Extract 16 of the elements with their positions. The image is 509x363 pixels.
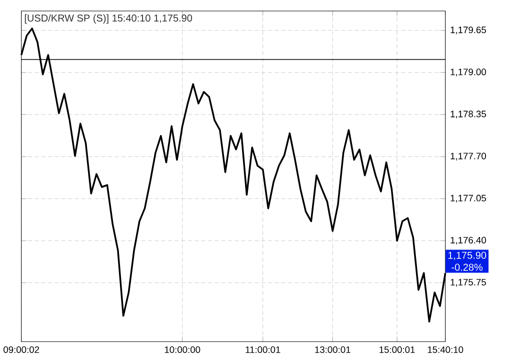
y-tick-label: 1,179.00 <box>450 68 486 76</box>
x-tick-label: 15:40:10 <box>428 346 464 353</box>
x-tick-label: 11:00:01 <box>246 346 280 353</box>
y-tick-label: 1,176.40 <box>450 236 486 245</box>
x-tick-label: 15:00:01 <box>380 346 415 353</box>
y-tick-label: 1,178.35 <box>450 110 486 118</box>
y-tick-label: 1,175.75 <box>450 278 486 287</box>
x-tick-label: 10:00:00 <box>164 346 200 353</box>
text: -0.28% <box>452 264 483 271</box>
x-tick-label: 13:00:01 <box>315 346 350 353</box>
chart-title: [USD/KRW SP (S)] 15:40:10 1,175.90 <box>24 14 192 24</box>
y-tick-label: 1,179.65 <box>450 26 486 34</box>
y-tick-label: 1,177.70 <box>450 152 486 160</box>
y-tick-label: 1,177.05 <box>450 194 486 202</box>
x-tick-label: 09:00:02 <box>4 346 40 353</box>
text: 1,175.90 <box>448 252 486 260</box>
